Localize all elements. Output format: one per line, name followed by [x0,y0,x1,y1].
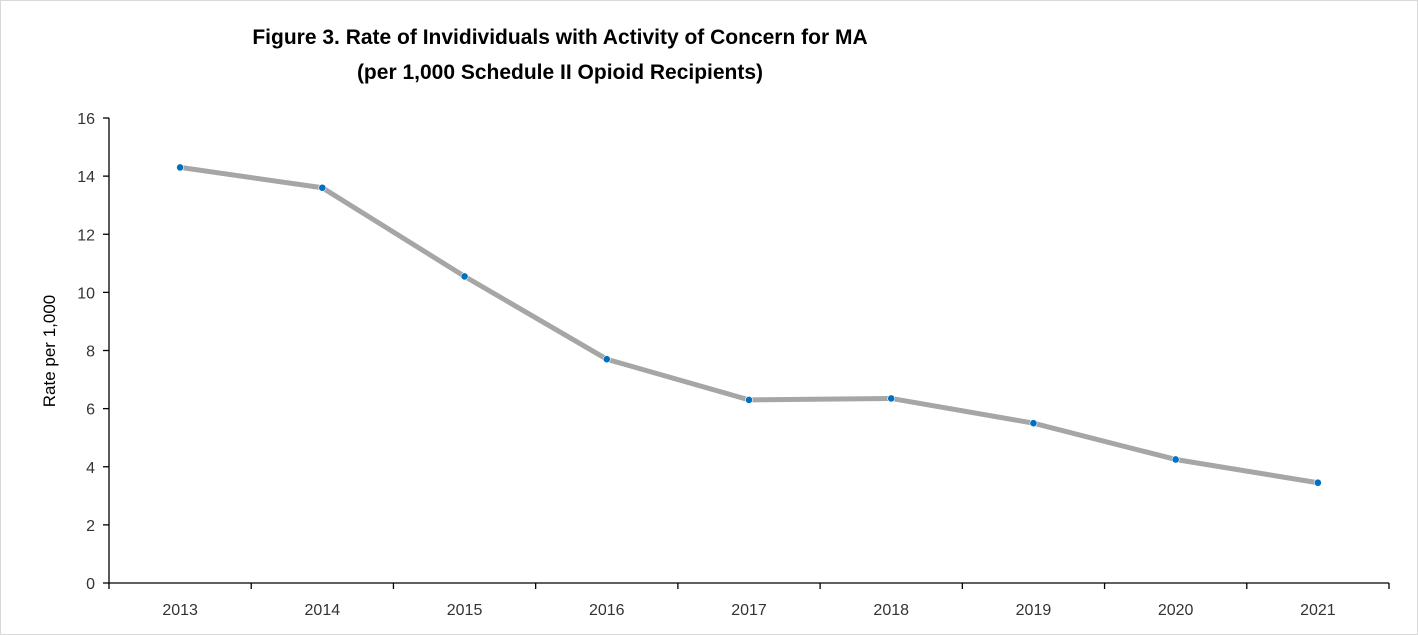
data-point [176,163,185,172]
x-tick-label: 2015 [447,602,483,619]
tick-labels: 0 2 4 6 8 10 12 14 16 2013 2014 2015 2016 2017 2018 201… [77,111,1336,619]
y-axis-title: Rate per 1,000 [40,295,59,407]
chart-title: Figure 3. Rate of Invidividuals with Act… [252,26,867,49]
x-tick-label: 2020 [1158,602,1194,619]
x-tick-label: 2021 [1300,602,1336,619]
y-tick-label: 14 [77,169,95,186]
x-tick-label: 2014 [305,602,341,619]
x-tick-label: 2013 [162,602,198,619]
data-point [602,355,611,364]
series-line [177,164,1321,486]
data-point [1313,478,1322,487]
x-tick-label: 2019 [1016,602,1052,619]
data-point [887,394,896,403]
y-tick-label: 4 [86,460,95,477]
data-point [460,272,469,281]
axes [103,117,1390,589]
data-point [1171,455,1180,464]
y-tick-label: 0 [86,576,95,593]
chart-subtitle: (per 1,000 Schedule II Opioid Recipients… [357,61,763,84]
y-tick-label: 12 [77,227,95,244]
series [176,163,1322,487]
x-tick-label: 2017 [731,602,767,619]
y-tick-label: 6 [86,402,95,419]
y-tick-label: 10 [77,285,95,302]
y-tick-label: 16 [77,111,95,128]
data-point [318,183,327,192]
x-tick-label: 2018 [873,602,909,619]
data-point [1029,419,1038,428]
y-tick-label: 8 [86,344,95,361]
y-tick-label: 2 [86,518,95,535]
data-point [745,396,753,404]
x-tick-label: 2016 [589,602,625,619]
